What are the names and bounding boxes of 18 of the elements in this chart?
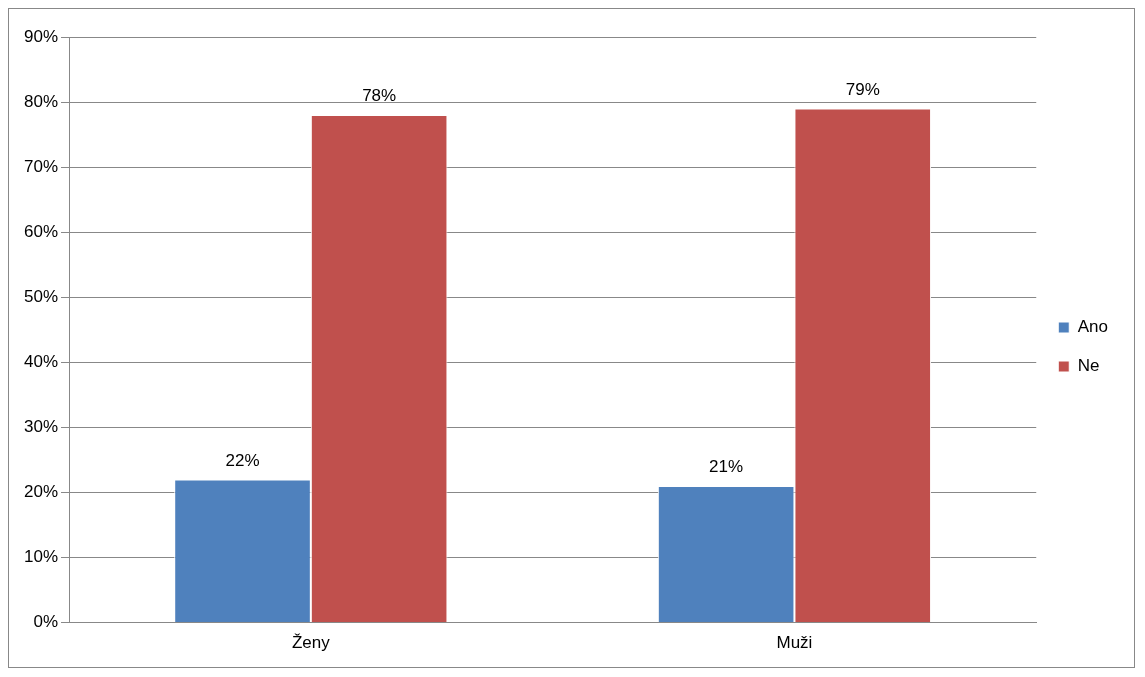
y-tick-label: 10% bbox=[23, 547, 59, 567]
data-label: 79% bbox=[845, 79, 880, 99]
legend-label: Ne bbox=[1077, 356, 1100, 376]
y-tick-label: 50% bbox=[23, 286, 59, 306]
legend-label: Ano bbox=[1077, 317, 1108, 337]
data-label: 78% bbox=[362, 86, 397, 106]
y-tick-label: 80% bbox=[23, 91, 59, 111]
y-tick-label: 70% bbox=[23, 156, 59, 176]
y-tick-label: 40% bbox=[23, 352, 59, 372]
y-tick-label: 60% bbox=[23, 221, 59, 241]
y-tick-label: 0% bbox=[33, 612, 59, 632]
data-label: 21% bbox=[709, 457, 744, 477]
y-tick-label: 90% bbox=[23, 26, 59, 46]
x-tick-label: Ženy bbox=[291, 633, 331, 653]
y-tick-label: 30% bbox=[23, 417, 59, 437]
y-tick-label: 20% bbox=[23, 482, 59, 502]
data-label: 22% bbox=[225, 450, 260, 470]
x-tick-label: Muži bbox=[776, 633, 813, 653]
